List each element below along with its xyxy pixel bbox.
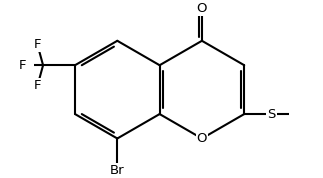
Text: F: F: [34, 79, 41, 92]
Text: F: F: [34, 38, 41, 51]
Text: S: S: [267, 108, 276, 121]
Text: O: O: [197, 2, 207, 15]
Text: O: O: [197, 132, 207, 145]
Text: F: F: [19, 59, 26, 72]
Text: Br: Br: [110, 164, 125, 177]
